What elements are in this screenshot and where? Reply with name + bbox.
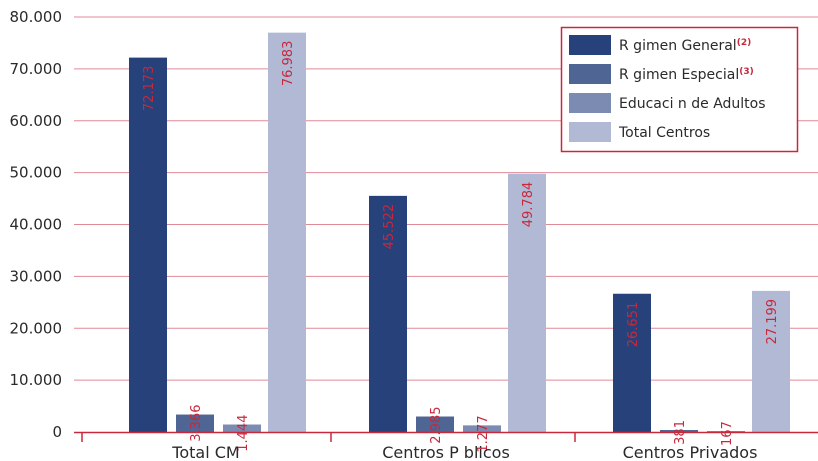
data-label: 167	[720, 421, 735, 446]
y-tick-label: 30.000	[10, 267, 63, 285]
legend-label-1: R gimen General(2)	[619, 38, 751, 54]
data-label: 76.983	[281, 41, 296, 87]
bar-1-1	[129, 57, 167, 432]
legend-swatch-1	[569, 35, 611, 55]
legend: R gimen General(2) R gimen Especial(3) Edu…	[560, 26, 799, 153]
legend-footnote: (3)	[739, 67, 754, 77]
bar-3-1	[223, 424, 261, 432]
x-axis-category-labels: Total CM Centros P blicos Centros Privados	[171, 443, 757, 461]
data-label: 26.651	[626, 302, 641, 348]
legend-swatch-4	[569, 122, 611, 142]
legend-label-4: Total Centros	[618, 125, 710, 141]
data-label: 27.199	[765, 299, 780, 345]
legend-footnote: (2)	[737, 38, 752, 48]
y-tick-label: 40.000	[10, 216, 63, 234]
data-label: 2.985	[429, 407, 444, 444]
data-label: 49.784	[521, 182, 536, 228]
bar-1-2	[369, 195, 407, 432]
data-label: 45.522	[382, 204, 397, 250]
legend-name: Total Centros	[618, 125, 710, 141]
bars	[129, 32, 790, 433]
bar-2-1	[176, 414, 214, 432]
bar-1-3	[613, 293, 651, 432]
legend-name: Educaci n de Adultos	[619, 96, 766, 112]
legend-name: R gimen General	[619, 38, 737, 54]
bar-2-3	[660, 430, 698, 432]
gridlines	[74, 16, 818, 381]
legend-swatch-3	[569, 93, 611, 113]
y-tick-label: 0	[52, 423, 62, 441]
y-tick-label: 70.000	[10, 60, 63, 78]
bar-2-2	[416, 416, 454, 432]
bar-3-2	[463, 425, 501, 432]
bar-4-1	[268, 32, 306, 432]
x-axis	[74, 431, 818, 442]
y-tick-label: 20.000	[10, 319, 63, 337]
legend-label-3: Educaci n de Adultos	[619, 96, 766, 112]
x-category-label: Centros Privados	[623, 443, 758, 461]
y-axis-tick-labels: 0 10.000 20.000 30.000 40.000 50.000 60.000 70.…	[10, 8, 63, 441]
legend-label-2: R gimen Especial(3)	[619, 67, 754, 83]
bar-3-3	[707, 431, 745, 432]
y-tick-label: 50.000	[10, 164, 63, 182]
legend-name: R gimen Especial	[619, 67, 739, 83]
data-label: 1.277	[476, 415, 491, 452]
x-category-label: Centros P blicos	[382, 443, 510, 461]
data-label: 3.366	[189, 405, 204, 442]
data-label: 72.173	[142, 66, 157, 112]
x-category-label: Total CM	[171, 443, 239, 461]
legend-swatch-2	[569, 64, 611, 84]
bar-4-3	[752, 290, 790, 432]
y-tick-label: 10.000	[10, 371, 63, 389]
bar-4-2	[508, 173, 546, 433]
y-tick-label: 80.000	[10, 8, 63, 26]
y-tick-label: 60.000	[10, 112, 63, 130]
